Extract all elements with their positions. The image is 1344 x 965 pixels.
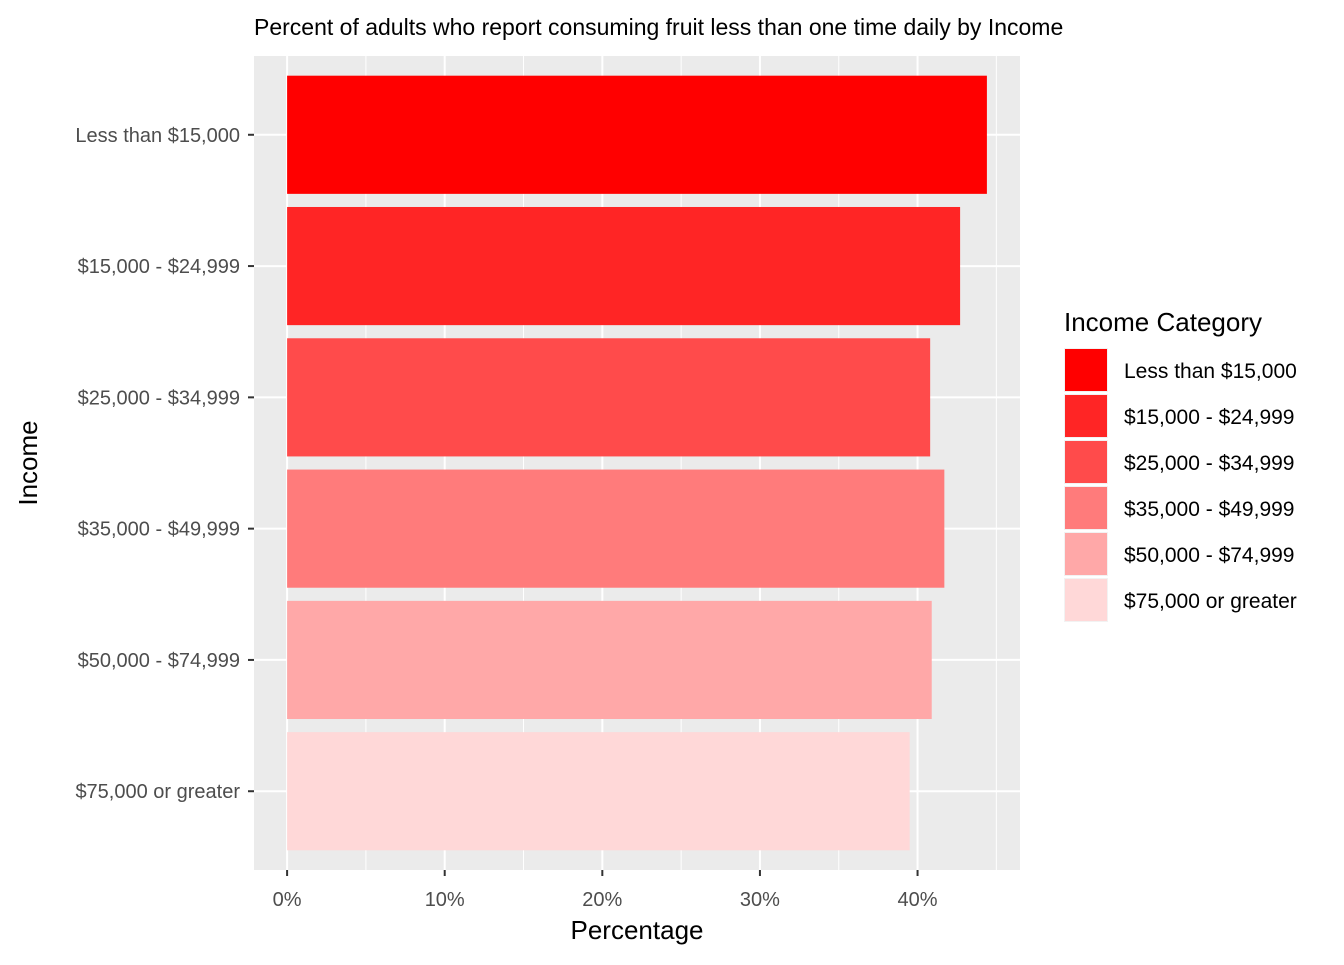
y-axis-label: Income [13,420,43,505]
y-tick-label: $50,000 - $74,999 [78,650,240,672]
x-tick-label: 40% [898,889,938,911]
legend-items: Less than $15,000 $15,000 - $24,999 $25,00… [1064,348,1297,622]
y-tick-label: $25,000 - $34,999 [78,387,240,409]
legend-swatch [1065,579,1107,621]
x-tick-label: 30% [740,889,780,911]
bar [287,732,910,851]
y-tick-label: $35,000 - $49,999 [78,519,240,541]
y-tick-label: $75,000 or greater [75,781,240,803]
legend-swatch [1065,487,1107,529]
x-tick-label: 10% [425,889,465,911]
legend-label: $15,000 - $24,999 [1124,406,1294,429]
legend-swatch [1065,395,1107,437]
bar [287,338,931,457]
bar [287,469,945,588]
legend-label: $25,000 - $34,999 [1124,452,1294,475]
chart-title: Percent of adults who report consuming f… [254,14,1063,40]
bar [287,75,987,194]
legend-label: $35,000 - $49,999 [1124,498,1294,521]
x-tick-label: 0% [273,889,302,911]
bar [287,206,961,326]
bars [287,75,987,851]
legend-label: $50,000 - $74,999 [1124,544,1294,567]
x-tick-label: 20% [582,889,622,911]
x-axis: 0% 10% 20% 30% 40% [273,870,938,911]
bar [287,600,932,720]
y-axis: Less than $15,000 $15,000 - $24,999 $25,00… [75,125,254,803]
y-tick-label: $15,000 - $24,999 [78,256,240,278]
legend-swatch [1065,349,1107,391]
legend-title: Income Category [1064,307,1262,337]
legend-label: Less than $15,000 [1124,360,1297,383]
legend-swatch [1065,441,1107,483]
x-axis-label: Percentage [571,915,704,945]
legend: Income Category Less than $15,000 $15,000… [1064,307,1297,622]
y-tick-label: Less than $15,000 [75,125,240,147]
legend-swatch [1065,533,1107,575]
legend-label: $75,000 or greater [1124,590,1297,613]
